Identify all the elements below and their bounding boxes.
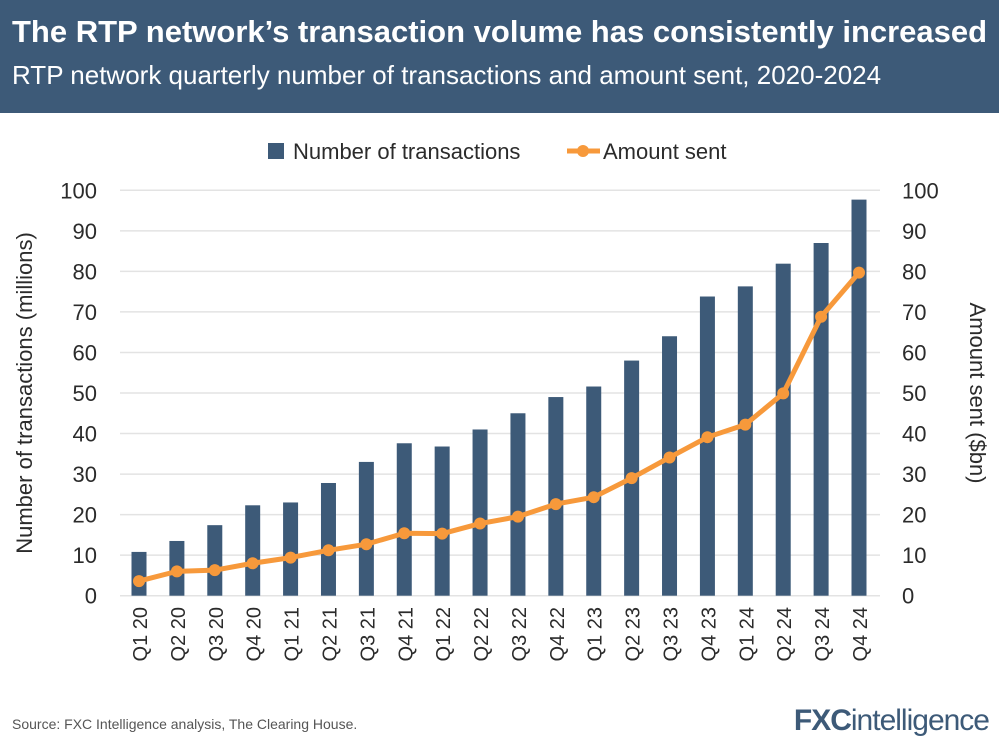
bar [396,443,412,596]
bar [737,286,753,596]
x-tick-label: Q1 23 [585,607,607,661]
bar [320,482,336,596]
y-axis-label: Number of transactions (millions) [12,232,37,554]
bar [434,446,450,596]
y2-tick-label: 50 [902,381,926,406]
chart-subtitle: RTP network quarterly number of transact… [12,60,882,90]
x-tick-label: Q2 21 [319,607,341,661]
line-point [701,431,714,444]
bar [586,386,602,596]
y2-tick-label: 0 [902,584,914,609]
line-point [777,387,790,400]
x-tick-label: Q3 21 [357,607,379,661]
y2-tick-label: 60 [902,340,926,365]
y2-tick-label: 90 [902,219,926,244]
legend-bar-label: Number of transactions [293,139,520,164]
y-tick-label: 100 [60,178,97,203]
x-tick-label: Q3 23 [661,607,683,661]
legend-line-label: Amount sent [603,139,727,164]
bar [283,502,299,596]
line-point [474,517,487,530]
y-tick-label: 50 [73,381,97,406]
x-tick-label: Q2 22 [471,607,493,661]
x-tick-label: Q3 20 [206,607,228,661]
line-point [436,527,449,540]
x-tick-label: Q3 22 [509,607,531,661]
x-tick-label: Q4 23 [698,607,720,661]
y2-axis-label: Amount sent ($bn) [965,303,990,484]
amount-line [138,270,861,584]
x-tick-label: Q2 20 [168,607,190,661]
y2-tick-label: 20 [902,503,926,528]
bar [472,429,488,596]
x-tick-label: Q4 24 [850,607,872,661]
bar [510,413,526,596]
bar [699,296,715,596]
line-point [815,310,828,323]
line-point [549,498,562,511]
y2-tick-label: 10 [902,543,926,568]
y-tick-label: 20 [73,503,97,528]
x-tick-label: Q4 20 [244,607,266,661]
x-tick-label: Q3 24 [812,607,834,661]
y-tick-label: 80 [73,259,97,284]
bar [662,336,678,596]
line-point [133,575,145,588]
line-point [739,418,752,431]
line-point [398,527,411,540]
legend-bar-swatch [268,143,284,159]
y2-tick-label: 30 [902,462,926,487]
y2-tick-label: 40 [902,422,926,447]
x-tick-label: Q4 22 [547,607,569,661]
y-tick-label: 10 [73,543,97,568]
y-tick-label: 40 [73,422,97,447]
line-point [360,538,373,551]
y2-tick-label: 70 [902,300,926,325]
y-tick-label: 70 [73,300,97,325]
line-point [511,510,524,523]
x-tick-label: Q1 24 [736,607,758,661]
fxc-logo: FXCintelligence [793,704,990,737]
y-tick-label: 30 [73,462,97,487]
line-point [284,551,297,564]
line-point [208,564,221,577]
x-tick-label: Q1 21 [282,607,304,661]
line-point [663,451,676,464]
line-point [170,565,183,578]
source-note: Source: FXC Intelligence analysis, The C… [12,716,358,732]
y2-tick-label: 100 [902,178,939,203]
x-tick-label: Q2 23 [623,607,645,661]
y-tick-label: 60 [73,340,97,365]
x-tick-label: Q1 20 [130,607,152,661]
line-point [322,544,335,557]
x-tick-label: Q1 22 [433,607,455,661]
y2-tick-label: 80 [902,259,926,284]
line-point [246,557,259,570]
bar [775,263,791,596]
line-point [853,266,865,279]
y-tick-label: 90 [73,219,97,244]
bar [813,243,829,596]
bar [851,199,867,596]
legend-line-marker [577,145,589,157]
bar [245,505,261,596]
line-point [625,472,638,485]
x-tick-label: Q4 21 [395,607,417,661]
bar [131,551,147,596]
bar [358,461,374,596]
y-tick-label: 0 [85,584,97,609]
line-point [587,491,600,504]
x-tick-label: Q2 24 [774,607,796,661]
chart-title: The RTP network’s transaction volume has… [12,14,988,49]
header: The RTP network’s transaction volume has… [0,0,999,113]
bar [548,397,564,596]
bar [207,525,223,596]
